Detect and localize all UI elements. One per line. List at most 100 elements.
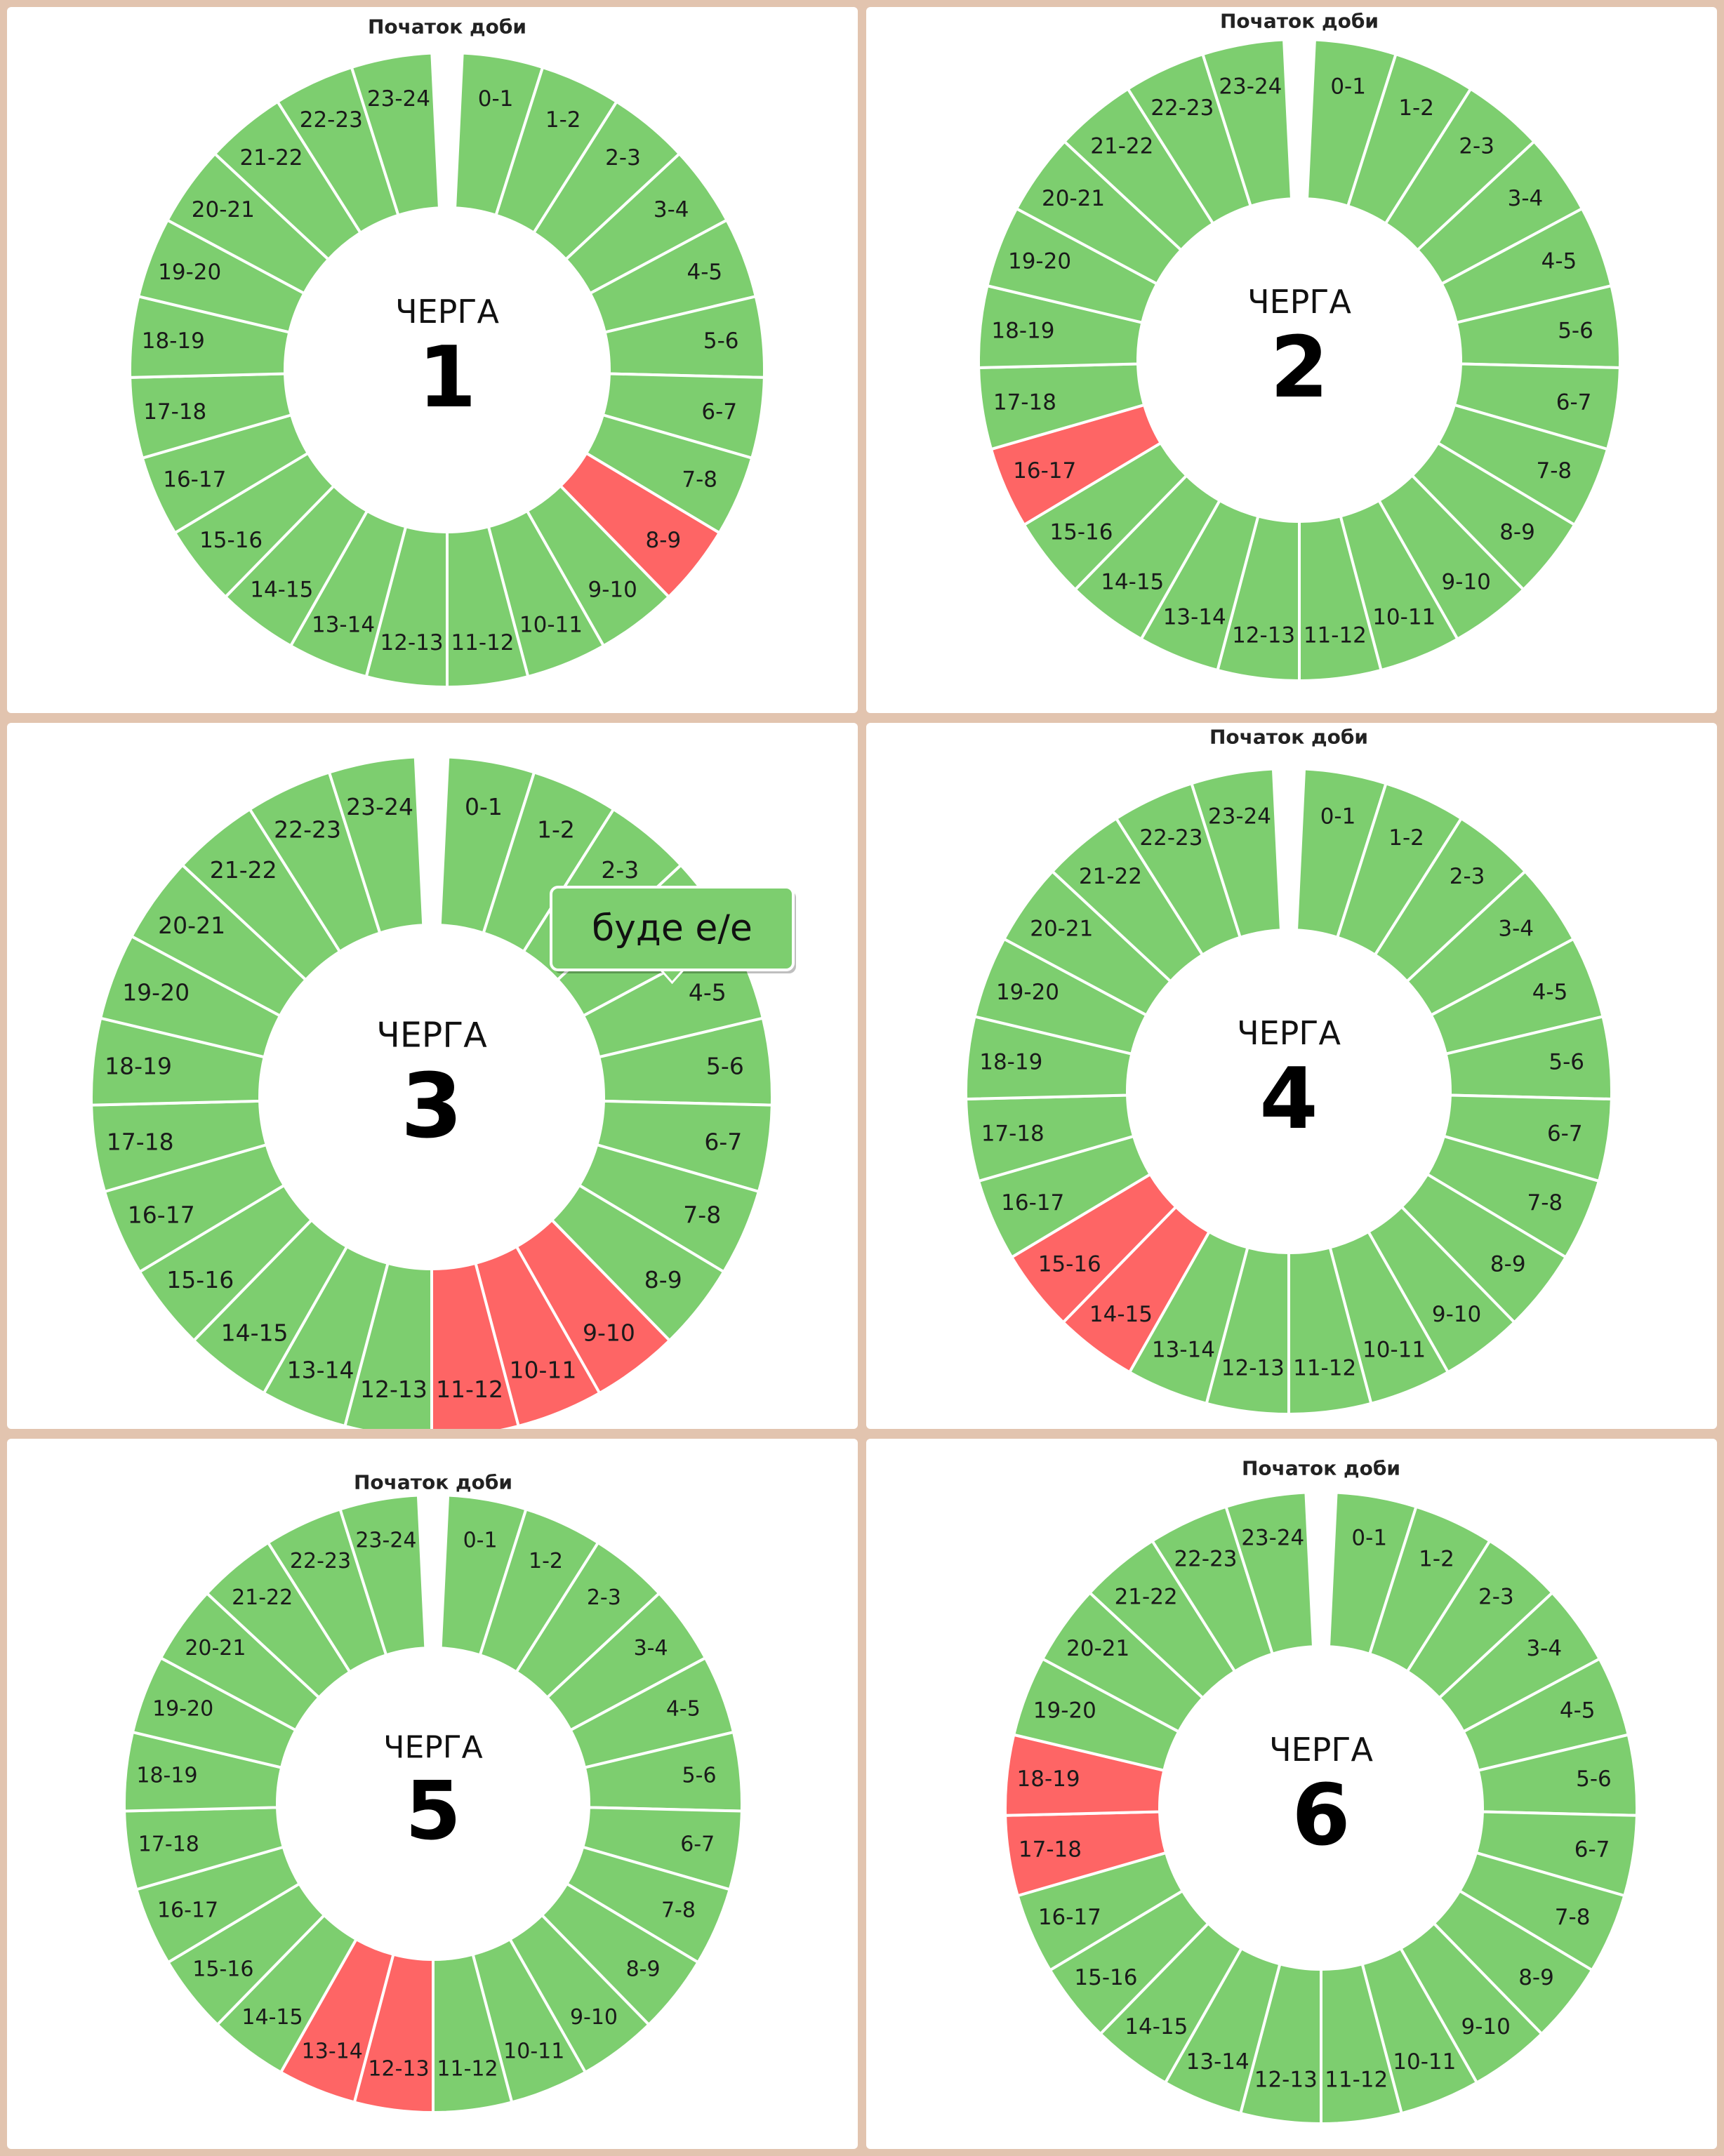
hour-label-11-12: 11-12 [451,630,514,656]
hour-label-22-23: 22-23 [300,107,363,133]
hour-segment-11-12[interactable] [430,1261,520,1429]
queue-number: 4 [1259,1051,1318,1148]
hour-label-20-21: 20-21 [158,912,225,939]
hour-label-2-3: 2-3 [587,1585,621,1610]
hour-label-18-19: 18-19 [1017,1766,1080,1792]
hour-label-21-22: 21-22 [1115,1584,1178,1609]
chart-title: Початок доби [1220,10,1379,33]
hour-label-23-24: 23-24 [1219,74,1282,99]
hour-label-5-6: 5-6 [1576,1766,1612,1792]
queue-label: ЧЕРГА [383,1730,482,1766]
hour-label-15-16: 15-16 [199,528,263,553]
hour-label-5-6: 5-6 [703,328,739,354]
hour-label-3-4: 3-4 [1526,1636,1562,1661]
hour-label-21-22: 21-22 [239,145,303,171]
hour-label-19-20: 19-20 [996,980,1059,1005]
hour-label-18-19: 18-19 [979,1049,1042,1074]
hour-label-1-2: 1-2 [545,107,581,133]
queue-number: 2 [1270,319,1329,417]
hour-label-18-19: 18-19 [136,1764,197,1788]
hour-label-22-23: 22-23 [274,816,341,843]
hour-label-13-14: 13-14 [1186,2049,1249,2075]
hour-label-8-9: 8-9 [626,1957,661,1982]
hour-label-3-4: 3-4 [654,197,689,222]
hour-label-12-13: 12-13 [360,1376,427,1403]
hour-label-6-7: 6-7 [1547,1122,1583,1147]
hour-label-0-1: 0-1 [463,1528,498,1552]
hour-label-2-3: 2-3 [605,145,641,171]
queue-label: ЧЕРГА [1247,283,1351,321]
queue-1-panel: 0-1 1-2 2-3 3-4 4-5 5-6 6-7 7-8 8-9 9-10 10-11 11-1… [7,7,858,713]
hour-label-23-24: 23-24 [1208,804,1271,829]
hour-label-22-23: 22-23 [290,1549,351,1573]
hour-label-7-8: 7-8 [1555,1905,1591,1930]
hour-label-14-15: 14-15 [1125,2014,1188,2039]
hour-label-5-6: 5-6 [682,1764,717,1788]
hour-label-9-10: 9-10 [570,2005,618,2030]
hour-label-11-12: 11-12 [1304,623,1367,648]
donut-chart: 0-11-22-33-44-55-66-77-88-99-1010-1111-1… [90,755,796,1429]
hour-segment-23-24[interactable] [338,1493,427,1657]
hour-segment-23-24[interactable] [1224,1491,1315,1656]
queue-label: ЧЕРГА [376,1015,487,1055]
tooltip: буде е/е [550,886,796,985]
hour-label-19-20: 19-20 [122,978,190,1006]
hour-label-18-19: 18-19 [991,319,1054,344]
hour-label-17-18: 17-18 [107,1128,174,1155]
hour-label-12-13: 12-13 [1254,2067,1318,2092]
hour-label-16-17: 16-17 [1001,1190,1064,1216]
hour-label-12-13: 12-13 [1221,1356,1285,1381]
queue-4-panel: 0-1 1-2 2-3 3-4 4-5 5-6 6-7 7-8 8-9 9-10 10-11 11-1… [866,723,1717,1429]
hour-label-9-10: 9-10 [1442,569,1491,594]
chart-title: Початок доби [1242,1457,1400,1480]
hour-label-17-18: 17-18 [138,1832,199,1857]
donut-chart: 0-11-22-33-44-55-66-77-88-99-1010-1111-1… [128,15,766,688]
hour-label-7-8: 7-8 [682,467,717,493]
hour-label-10-11: 10-11 [519,612,583,637]
hour-label-11-12: 11-12 [1325,2067,1388,2092]
hour-label-4-5: 4-5 [1541,249,1577,274]
hour-segment-23-24[interactable] [1190,767,1282,939]
hour-label-11-12: 11-12 [437,2056,498,2081]
hour-segment-23-24[interactable] [350,51,441,217]
hour-label-2-3: 2-3 [1450,864,1485,889]
hour-label-1-2: 1-2 [537,816,575,843]
hour-label-22-23: 22-23 [1139,825,1202,851]
donut-chart: 0-11-22-33-44-55-66-77-88-99-1010-1111-1… [123,1471,743,2114]
hour-label-14-15: 14-15 [1101,569,1164,594]
hour-label-13-14: 13-14 [1152,1338,1215,1363]
hour-segment-23-24[interactable] [1201,38,1293,208]
hour-label-22-23: 22-23 [1174,1547,1237,1572]
hour-label-2-3: 2-3 [1459,133,1494,159]
hour-label-4-5: 4-5 [1560,1698,1596,1723]
hour-label-19-20: 19-20 [1008,249,1071,274]
queue-number: 3 [401,1053,463,1157]
hour-label-7-8: 7-8 [1536,458,1572,484]
hour-label-6-7: 6-7 [704,1128,742,1155]
hour-label-6-7: 6-7 [701,399,737,425]
hour-label-12-13: 12-13 [1232,623,1295,648]
hour-label-19-20: 19-20 [152,1696,213,1721]
hour-label-14-15: 14-15 [250,578,313,603]
hour-label-21-22: 21-22 [232,1585,293,1610]
hour-label-11-12: 11-12 [1293,1356,1356,1381]
hour-label-4-5: 4-5 [666,1696,701,1721]
hour-label-10-11: 10-11 [510,1357,577,1384]
hour-label-23-24: 23-24 [346,793,413,820]
hour-label-16-17: 16-17 [1038,1905,1101,1930]
hour-label-17-18: 17-18 [143,399,206,425]
hour-label-6-7: 6-7 [680,1832,715,1857]
hour-label-21-22: 21-22 [1079,864,1142,889]
hour-label-2-3: 2-3 [1478,1584,1514,1609]
hour-label-19-20: 19-20 [158,260,221,285]
hour-label-8-9: 8-9 [644,1266,682,1293]
hour-label-0-1: 0-1 [465,793,503,820]
hour-label-7-8: 7-8 [683,1201,721,1228]
queue-number: 1 [418,329,477,427]
hour-label-10-11: 10-11 [1393,2049,1456,2075]
hour-label-1-2: 1-2 [1388,825,1424,851]
hour-segment-23-24[interactable] [327,755,425,935]
hour-label-9-10: 9-10 [1461,2014,1510,2039]
queue-label: ЧЕРГА [1237,1014,1341,1052]
hour-label-20-21: 20-21 [192,197,255,222]
